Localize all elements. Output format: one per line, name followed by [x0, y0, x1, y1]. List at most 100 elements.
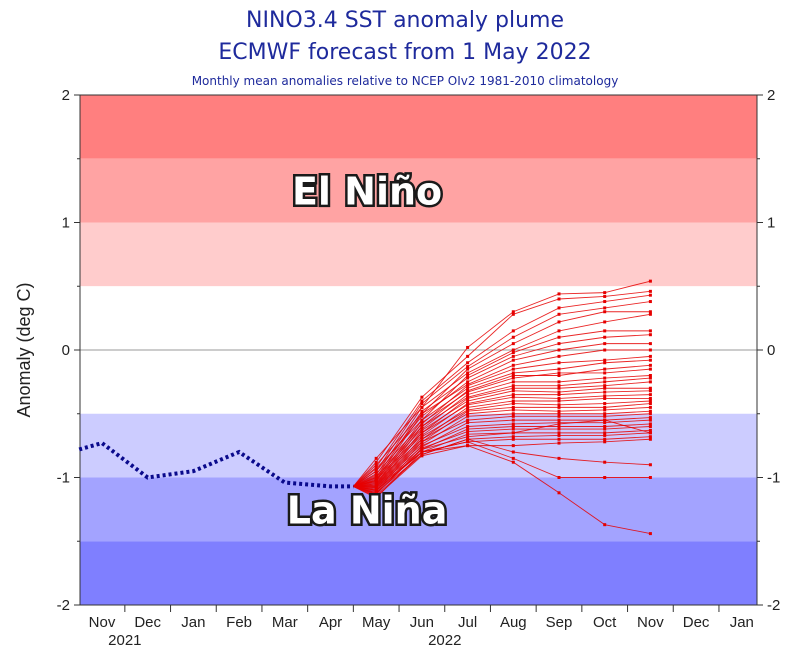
- forecast-point: [466, 393, 470, 397]
- forecast-point: [466, 427, 470, 431]
- forecast-point: [648, 279, 652, 283]
- forecast-point: [557, 409, 561, 413]
- x-tick-label: Oct: [593, 614, 617, 631]
- forecast-point: [557, 292, 561, 296]
- forecast-point: [648, 386, 652, 390]
- forecast-point: [557, 456, 561, 460]
- forecast-point: [466, 345, 470, 349]
- forecast-point: [603, 329, 607, 333]
- forecast-point: [420, 395, 424, 399]
- forecast-point: [603, 358, 607, 362]
- forecast-point: [648, 416, 652, 420]
- forecast-point: [603, 523, 607, 527]
- forecast-point: [648, 418, 652, 422]
- forecast-point: [511, 354, 515, 358]
- forecast-point: [648, 399, 652, 403]
- forecast-point: [466, 421, 470, 425]
- forecast-point: [420, 409, 424, 413]
- forecast-point: [648, 476, 652, 479]
- forecast-point: [648, 329, 652, 333]
- forecast-point: [511, 358, 515, 362]
- forecast-point: [374, 469, 378, 473]
- chart-title: NINO3.4 SST anomaly plume: [246, 8, 564, 33]
- forecast-point: [420, 447, 424, 451]
- forecast-point: [511, 422, 515, 426]
- anomaly-band-0: [80, 95, 757, 159]
- forecast-point: [466, 384, 470, 388]
- forecast-point: [648, 367, 652, 371]
- forecast-point: [511, 456, 515, 460]
- forecast-point: [603, 433, 607, 437]
- forecast-point: [603, 342, 607, 346]
- chart-subtitle: ECMWF forecast from 1 May 2022: [218, 40, 592, 65]
- forecast-point: [648, 342, 652, 346]
- forecast-point: [511, 414, 515, 418]
- forecast-point: [648, 428, 652, 432]
- forecast-point: [603, 412, 607, 416]
- x-tick-label: Feb: [226, 614, 252, 631]
- forecast-member-38: [353, 445, 651, 535]
- forecast-point: [511, 389, 515, 393]
- forecast-member-37: [353, 419, 651, 495]
- forecast-point: [603, 380, 607, 384]
- forecast-point: [511, 399, 515, 403]
- forecast-point: [511, 380, 515, 384]
- forecast-point: [511, 431, 515, 435]
- y-tick-label-right: -2: [767, 597, 780, 614]
- x-tick-label: Sep: [546, 614, 573, 631]
- forecast-point: [648, 389, 652, 393]
- y-tick-label-right: 0: [767, 342, 775, 359]
- forecast-point: [466, 390, 470, 394]
- forecast-member-31: [353, 429, 651, 489]
- forecast-point: [557, 396, 561, 400]
- forecast-point: [648, 333, 652, 337]
- forecast-point: [466, 374, 470, 377]
- forecast-point: [511, 405, 515, 409]
- forecast-point: [603, 348, 607, 352]
- forecast-member-8: [353, 334, 651, 487]
- forecast-point: [648, 425, 652, 428]
- forecast-point: [420, 405, 424, 409]
- forecast-point: [511, 412, 515, 416]
- forecast-point: [557, 476, 561, 479]
- forecast-point: [557, 320, 561, 324]
- forecast-member-29: [353, 423, 651, 487]
- forecast-point: [557, 367, 561, 371]
- forecast-point: [603, 414, 607, 418]
- forecast-point: [511, 310, 515, 314]
- forecast-point: [374, 463, 378, 467]
- forecast-point: [420, 402, 424, 406]
- forecast-member-25: [353, 410, 651, 487]
- forecast-point: [466, 418, 470, 422]
- forecast-point: [466, 399, 470, 403]
- forecast-point: [603, 396, 607, 400]
- forecast-point: [603, 310, 607, 314]
- forecast-point: [648, 358, 652, 362]
- forecast-point: [511, 393, 515, 397]
- forecast-point: [511, 348, 515, 352]
- forecast-point: [466, 396, 470, 400]
- forecast-point: [603, 394, 607, 398]
- forecast-point: [648, 374, 652, 377]
- forecast-point: [511, 367, 515, 371]
- forecast-point: [648, 396, 652, 400]
- forecast-point: [511, 427, 515, 431]
- forecast-point: [466, 432, 470, 436]
- forecast-member-26: [353, 413, 651, 493]
- forecast-member-19: [353, 390, 651, 487]
- forecast-point: [374, 492, 378, 496]
- forecast-point: [557, 354, 561, 358]
- y-tick-label-left: -2: [57, 597, 70, 614]
- forecast-point: [557, 418, 561, 422]
- forecast-point: [557, 399, 561, 403]
- forecast-point: [420, 444, 424, 448]
- forecast-point: [466, 409, 470, 413]
- forecast-point: [511, 402, 515, 406]
- forecast-point: [557, 491, 561, 495]
- forecast-point: [603, 427, 607, 431]
- forecast-point: [557, 414, 561, 418]
- year-label: 2022: [428, 632, 461, 649]
- y-axis-label: Anomaly (deg C): [14, 282, 34, 417]
- forecast-member-13: [353, 364, 651, 487]
- forecast-point: [557, 374, 561, 377]
